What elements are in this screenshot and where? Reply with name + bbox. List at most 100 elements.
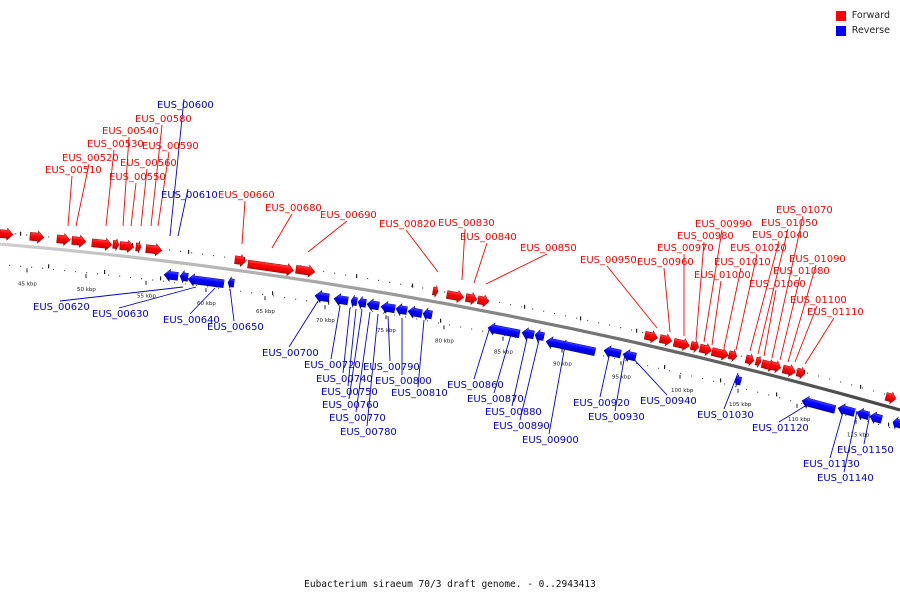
- track-dot: [856, 417, 858, 419]
- track-dot: [394, 314, 396, 316]
- gene-label-eus-00970[interactable]: EUS_00970: [657, 243, 714, 254]
- gene-label-eus-00520[interactable]: EUS_00520: [62, 153, 119, 164]
- gene-label-eus-00780[interactable]: EUS_00780: [340, 427, 397, 438]
- gene-label-eus-00980[interactable]: EUS_00980: [677, 231, 734, 242]
- gene-label-eus-00830[interactable]: EUS_00830: [438, 218, 495, 229]
- track-dot: [741, 355, 743, 357]
- gene-label-eus-00800[interactable]: EUS_00800: [375, 376, 432, 387]
- track-dot: [521, 306, 523, 308]
- forward-gene-arrow: [781, 364, 796, 378]
- gene-leader-line: [59, 286, 184, 302]
- track-dot: [471, 328, 473, 330]
- gene-label-eus-00610[interactable]: EUS_00610: [161, 190, 218, 201]
- gene-label-eus-00600[interactable]: EUS_00600: [157, 100, 214, 111]
- gene-label-eus-00540[interactable]: EUS_00540: [102, 126, 159, 137]
- gene-label-eus-00850[interactable]: EUS_00850: [520, 243, 577, 254]
- scale-tick-label: 105 kbp: [729, 402, 752, 408]
- gene-label-eus-00740[interactable]: EUS_00740: [316, 374, 373, 385]
- gene-label-eus-00810[interactable]: EUS_00810: [391, 388, 448, 399]
- reverse-gene-arrow: [892, 416, 900, 430]
- gene-label-eus-00770[interactable]: EUS_00770: [329, 413, 386, 424]
- track-dot: [141, 278, 143, 280]
- gene-label-eus-01080[interactable]: EUS_01080: [773, 266, 830, 277]
- gene-leader-line: [229, 288, 235, 322]
- gene-label-eus-00510[interactable]: EUS_00510: [45, 165, 102, 176]
- track-dot: [405, 316, 407, 318]
- gene-label-eus-00630[interactable]: EUS_00630: [92, 309, 149, 320]
- gene-label-eus-00890[interactable]: EUS_00890: [493, 421, 550, 432]
- gene-label-eus-01140[interactable]: EUS_01140: [817, 473, 874, 484]
- gene-label-eus-00690[interactable]: EUS_00690: [320, 210, 377, 221]
- gene-label-eus-01050[interactable]: EUS_01050: [761, 218, 818, 229]
- gene-label-eus-01060[interactable]: EUS_01060: [749, 279, 806, 290]
- gene-leader-line: [723, 267, 742, 349]
- gene-label-eus-00700[interactable]: EUS_00700: [262, 348, 319, 359]
- gene-leader-line: [67, 175, 73, 227]
- gene-label-eus-01120[interactable]: EUS_01120: [752, 423, 809, 434]
- gene-label-eus-00880[interactable]: EUS_00880: [485, 407, 542, 418]
- scale-tick-label: 75 kbp: [377, 328, 396, 334]
- gene-label-eus-01110[interactable]: EUS_01110: [807, 307, 864, 318]
- track-dot: [317, 301, 319, 304]
- gene-label-eus-00940[interactable]: EUS_00940: [640, 396, 697, 407]
- gene-leader-line: [663, 267, 671, 333]
- gene-label-eus-00790[interactable]: EUS_00790: [363, 362, 420, 373]
- gene-label-eus-00640[interactable]: EUS_00640: [163, 315, 220, 326]
- reverse-gene-arrow: [622, 349, 637, 362]
- gene-leader-line: [118, 286, 197, 309]
- track-dot: [851, 384, 853, 386]
- gene-label-eus-00560[interactable]: EUS_00560: [120, 158, 177, 169]
- gene-label-eus-01070[interactable]: EUS_01070: [776, 205, 833, 216]
- gene-label-eus-00870[interactable]: EUS_00870: [467, 394, 524, 405]
- gene-label-eus-00590[interactable]: EUS_00590: [142, 141, 199, 152]
- gene-leader-line: [387, 315, 391, 362]
- gene-label-eus-00750[interactable]: EUS_00750: [321, 387, 378, 398]
- track-dot: [702, 378, 704, 380]
- track-dot: [152, 279, 154, 281]
- track-mark: [48, 264, 50, 269]
- gene-label-eus-01090[interactable]: EUS_01090: [789, 254, 846, 265]
- gene-label-eus-00860[interactable]: EUS_00860: [447, 380, 504, 391]
- gene-label-eus-00580[interactable]: EUS_00580: [135, 114, 192, 125]
- track-dot: [658, 367, 660, 369]
- gene-label-eus-01100[interactable]: EUS_01100: [790, 295, 847, 306]
- gene-label-eus-00550[interactable]: EUS_00550: [109, 172, 166, 183]
- track-dot: [625, 360, 627, 362]
- gene-label-eus-00930[interactable]: EUS_00930: [588, 412, 645, 423]
- gene-label-eus-01010[interactable]: EUS_01010: [714, 257, 771, 268]
- gene-leader-line: [241, 200, 246, 245]
- gene-label-eus-00900[interactable]: EUS_00900: [522, 435, 579, 446]
- reverse-gene-arrow: [801, 395, 837, 414]
- gene-label-eus-00530[interactable]: EUS_00530: [87, 139, 144, 150]
- gene-label-eus-00620[interactable]: EUS_00620: [33, 302, 90, 313]
- gene-label-eus-01040[interactable]: EUS_01040: [752, 230, 809, 241]
- track-mark: [272, 291, 274, 296]
- gene-label-eus-00660[interactable]: EUS_00660: [218, 190, 275, 201]
- gene-label-eus-00920[interactable]: EUS_00920: [573, 398, 630, 409]
- gene-label-eus-00760[interactable]: EUS_00760: [322, 400, 379, 411]
- scale-tick-label: 115 kbp: [847, 433, 870, 439]
- gene-label-eus-01130[interactable]: EUS_01130: [803, 459, 860, 470]
- gene-label-eus-00950[interactable]: EUS_00950: [580, 255, 637, 266]
- gene-label-eus-00680[interactable]: EUS_00680: [265, 203, 322, 214]
- track-dot: [196, 284, 198, 286]
- gene-label-eus-00650[interactable]: EUS_00650: [207, 322, 264, 333]
- track-dot: [400, 283, 402, 285]
- track-dot: [26, 234, 28, 236]
- track-dot: [818, 375, 820, 377]
- gene-label-eus-00960[interactable]: EUS_00960: [637, 257, 694, 268]
- forward-gene-arrow: [71, 234, 87, 248]
- track-dot: [246, 259, 248, 261]
- gene-label-eus-01000[interactable]: EUS_01000: [694, 270, 751, 281]
- gene-label-eus-00720[interactable]: EUS_00720: [304, 360, 361, 371]
- gene-label-eus-01030[interactable]: EUS_01030: [697, 410, 754, 421]
- gene-label-eus-01020[interactable]: EUS_01020: [730, 243, 787, 254]
- legend-item-reverse: Reverse: [835, 23, 890, 38]
- gene-leader-line: [189, 287, 216, 315]
- gene-label-eus-01150[interactable]: EUS_01150: [837, 445, 894, 456]
- track-dot: [779, 397, 781, 399]
- gene-label-eus-00820[interactable]: EUS_00820: [379, 219, 436, 230]
- reverse-gene-arrow: [227, 276, 235, 289]
- gene-label-eus-00840[interactable]: EUS_00840: [460, 232, 517, 243]
- gene-label-eus-00990[interactable]: EUS_00990: [695, 219, 752, 230]
